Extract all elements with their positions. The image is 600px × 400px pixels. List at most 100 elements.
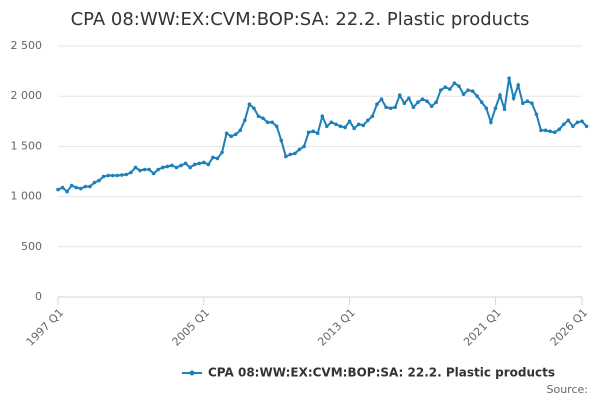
point	[407, 96, 411, 101]
point	[161, 165, 165, 170]
point	[243, 118, 247, 123]
y-tick-label: 2 000	[11, 89, 43, 102]
point	[215, 156, 220, 161]
point	[334, 122, 338, 127]
point	[457, 84, 461, 88]
point	[356, 122, 361, 127]
x-tick-label: 2021 Q1	[461, 306, 504, 349]
point	[352, 126, 356, 131]
point	[420, 97, 425, 102]
point	[384, 105, 388, 110]
point	[429, 104, 434, 109]
point	[115, 173, 120, 178]
point	[170, 163, 174, 168]
point	[174, 165, 179, 170]
point	[288, 152, 293, 157]
point	[138, 168, 142, 173]
point	[110, 173, 115, 178]
point	[192, 162, 197, 167]
point	[165, 164, 170, 169]
point	[466, 88, 470, 92]
point	[60, 185, 65, 190]
point	[575, 120, 580, 125]
point	[315, 131, 320, 136]
point	[329, 120, 334, 125]
point	[119, 173, 124, 177]
point	[561, 122, 566, 127]
chart-title: CPA 08:WW:EX:CVM:BOP:SA: 22.2. Plastic p…	[71, 9, 530, 30]
point	[548, 129, 552, 134]
point	[489, 120, 493, 125]
point	[252, 106, 256, 111]
point	[448, 87, 452, 91]
point	[366, 118, 370, 123]
legend-label: CPA 08:WW:EX:CVM:BOP:SA: 22.2. Plastic p…	[208, 366, 555, 380]
point	[206, 162, 211, 167]
point	[83, 184, 88, 189]
point	[461, 92, 466, 96]
point	[284, 154, 288, 159]
point	[370, 114, 375, 119]
point	[438, 88, 443, 92]
point	[443, 85, 448, 89]
point	[347, 119, 352, 124]
point	[552, 130, 557, 135]
point	[502, 107, 507, 112]
point	[388, 106, 393, 111]
point	[106, 173, 110, 178]
point	[525, 99, 530, 104]
point	[74, 185, 79, 190]
y-tick-label: 1 000	[11, 190, 43, 203]
point	[65, 189, 69, 194]
point	[202, 160, 206, 165]
point	[293, 151, 297, 156]
point	[375, 102, 379, 107]
point	[211, 155, 215, 160]
legend-marker	[189, 370, 195, 376]
point	[338, 124, 343, 129]
point	[229, 134, 233, 139]
point	[188, 165, 192, 170]
point	[302, 144, 306, 149]
point	[247, 102, 252, 107]
point	[256, 114, 261, 119]
point	[479, 100, 484, 105]
point	[411, 105, 416, 110]
point	[220, 150, 224, 155]
point	[124, 172, 129, 177]
point	[493, 106, 498, 111]
x-tick-label: 2013 Q1	[315, 306, 358, 349]
point	[452, 81, 457, 85]
line	[57, 77, 588, 194]
point	[557, 127, 562, 132]
point	[197, 161, 202, 166]
point	[279, 138, 284, 143]
point	[297, 147, 302, 152]
point	[507, 76, 511, 80]
point	[571, 124, 575, 129]
point	[470, 89, 475, 93]
point	[534, 112, 539, 117]
point	[379, 97, 384, 102]
source: Source:	[547, 383, 589, 396]
point	[265, 120, 270, 125]
point	[224, 131, 229, 136]
point	[311, 129, 315, 134]
point	[92, 180, 97, 185]
point	[156, 167, 161, 172]
point	[566, 118, 571, 123]
point	[274, 124, 279, 129]
point	[343, 125, 347, 130]
point	[520, 101, 525, 106]
y-tick-label: 0	[35, 290, 42, 303]
point	[270, 120, 274, 125]
point	[78, 186, 83, 191]
point	[402, 101, 407, 106]
x-tick-label: 1997 Q1	[24, 306, 67, 349]
point	[142, 167, 147, 172]
point	[580, 119, 584, 124]
point	[393, 105, 397, 110]
point	[584, 124, 589, 129]
point	[238, 128, 243, 133]
